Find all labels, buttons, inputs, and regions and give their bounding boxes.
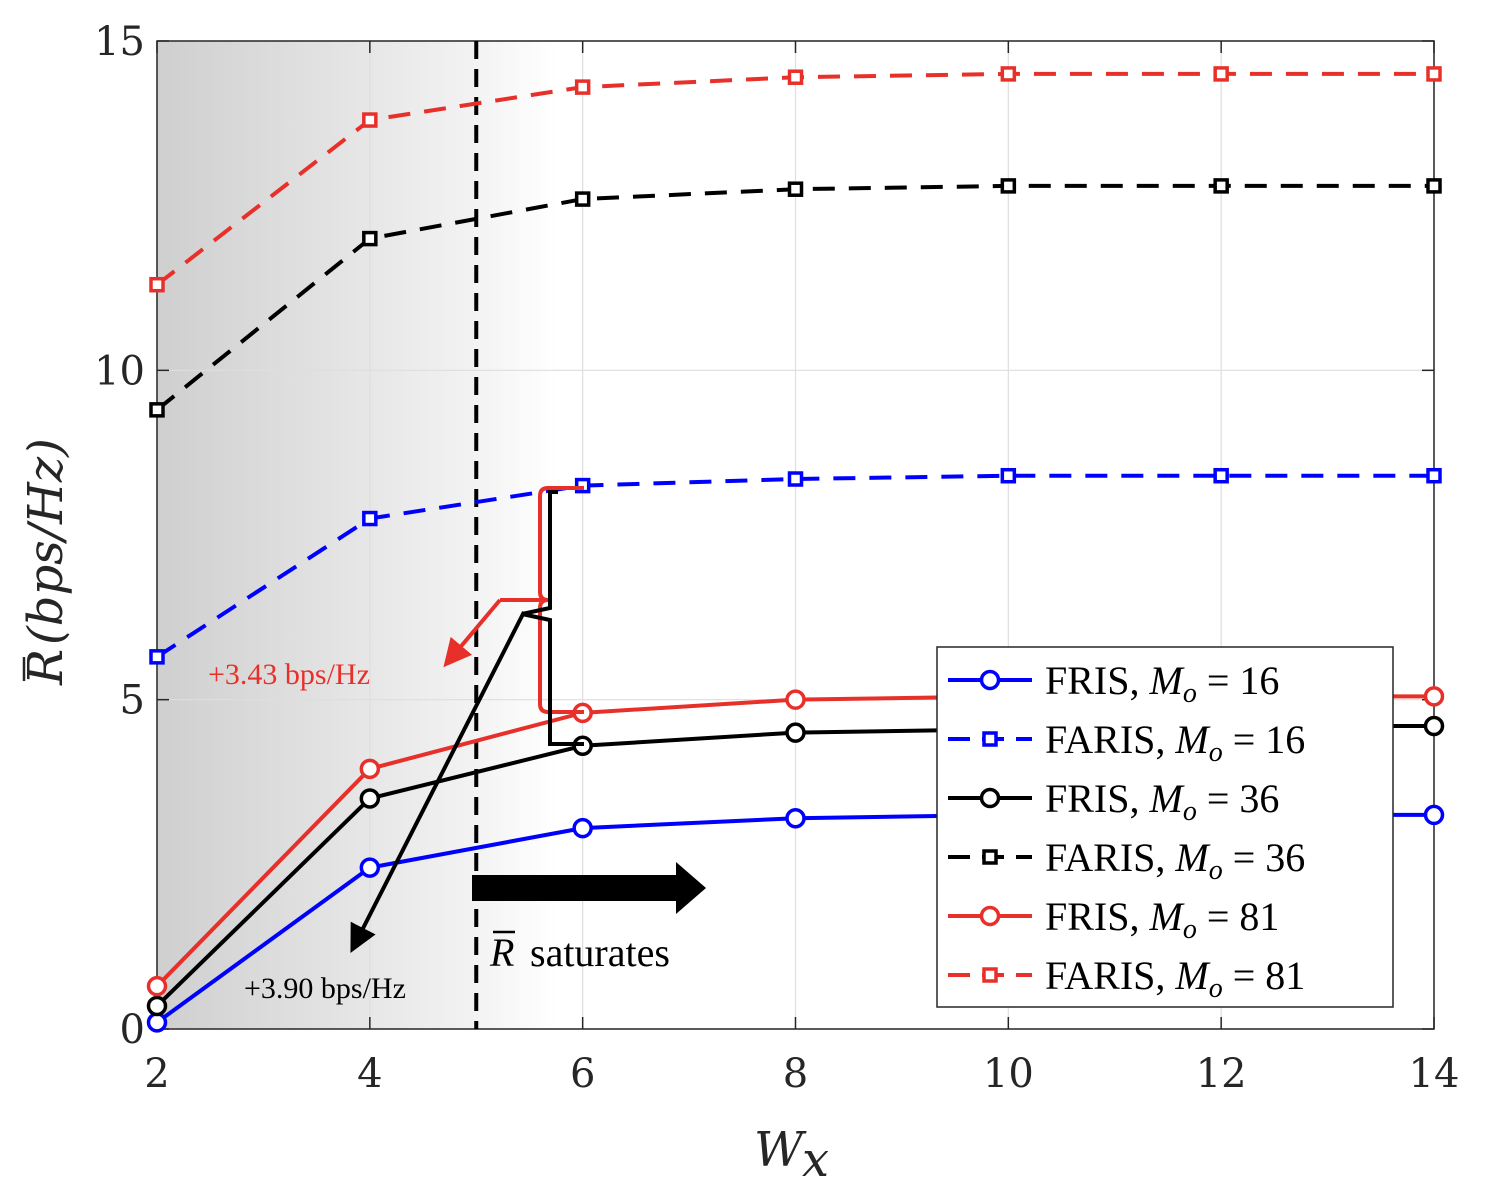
legend-label-5: FARIS, Mo = 81: [1045, 953, 1305, 1004]
legend-marker-2: [979, 787, 1001, 809]
point-1-1: [362, 510, 378, 527]
saturation-region-shade: [157, 41, 557, 1029]
x-axis-label: W x: [754, 1122, 829, 1188]
y-axis-label: R (bps/Hz): [18, 438, 74, 686]
point-4-0: [146, 975, 168, 997]
point-1-3: [787, 471, 804, 487]
legend-marker-4: [979, 905, 1001, 927]
point-2-6: [1423, 715, 1445, 737]
saturates-label: R saturates: [489, 930, 670, 975]
point-3-2: [574, 191, 591, 207]
point-5-0: [149, 276, 165, 293]
legend: FRIS, Mo = 16 FARIS, Mo = 16 FRIS, Mo = 36…: [936, 646, 1394, 1008]
point-3-6: [1426, 178, 1442, 194]
point-4-3: [785, 689, 806, 710]
series-3: [149, 178, 1442, 418]
point-1-0: [149, 649, 165, 665]
x-tick-label-1: 4: [357, 1051, 382, 1097]
point-4-1: [359, 758, 381, 780]
axis-ticks: 2 4 6 8 10 12 14 0 5 10 15: [94, 19, 1459, 1097]
x-tick-label-0: 2: [144, 1051, 169, 1097]
black-gain-arrow: [350, 611, 526, 953]
point-5-4: [1000, 66, 1017, 82]
point-3-3: [787, 181, 804, 197]
point-1-6: [1426, 467, 1442, 484]
y-tick-label-3: 15: [94, 19, 145, 65]
x-tick-label-2: 6: [570, 1051, 595, 1097]
point-5-1: [362, 112, 378, 128]
legend-marker-1: [982, 731, 998, 747]
legend-marker-0: [979, 669, 1001, 691]
legend-label-2: FRIS, Mo = 36: [1045, 776, 1279, 827]
y-tick-label-1: 5: [120, 678, 145, 724]
point-0-3: [785, 807, 806, 829]
point-5-3: [787, 69, 804, 85]
y-tick-label-2: 10: [94, 348, 145, 394]
point-3-5: [1213, 178, 1229, 194]
point-0-0: [146, 1012, 168, 1033]
point-1-5: [1213, 467, 1229, 484]
x-tick-label-5: 12: [1196, 1051, 1247, 1097]
point-2-3: [785, 722, 806, 743]
legend-item-5: FARIS, Mo = 81: [948, 953, 1305, 1004]
y-tick-label-0: 0: [120, 1007, 145, 1053]
point-1-4: [1000, 467, 1017, 484]
legend-marker-3: [982, 849, 998, 865]
point-3-0: [149, 402, 165, 418]
legend-label-4: FRIS, Mo = 81: [1045, 894, 1279, 945]
svg-text:(bps/Hz): (bps/Hz): [18, 438, 74, 645]
point-0-1: [359, 857, 381, 878]
legend-box: [936, 646, 1394, 1008]
legend-label-3: FARIS, Mo = 36: [1045, 835, 1305, 886]
point-4-6: [1423, 686, 1445, 707]
x-tick-label-6: 14: [1409, 1051, 1460, 1097]
red-gain-brace: [500, 486, 584, 714]
legend-item-4: FRIS, Mo = 81: [948, 894, 1279, 945]
red-gain-arrow: [443, 598, 502, 668]
point-5-2: [574, 79, 591, 95]
legend-item-2: FRIS, Mo = 36: [948, 776, 1279, 827]
x-tick-label-3: 8: [783, 1051, 808, 1097]
point-2-1: [359, 788, 381, 809]
black-gain-label: +3.90 bps/Hz: [244, 972, 406, 1005]
svg-text:R: R: [18, 649, 74, 686]
point-5-5: [1213, 66, 1229, 82]
series-5: [149, 66, 1442, 293]
point-0-2: [572, 817, 593, 839]
svg-text:W: W: [754, 1122, 807, 1178]
point-3-4: [1000, 178, 1017, 194]
legend-marker-5: [982, 967, 998, 983]
red-gain-label: +3.43 bps/Hz: [208, 658, 370, 691]
point-2-0: [146, 995, 168, 1017]
saturates-arrow: [472, 862, 706, 914]
svg-text:R: R: [489, 930, 514, 975]
legend-item-0: FRIS, Mo = 16: [948, 658, 1279, 709]
legend-item-1: FARIS, Mo = 16: [948, 717, 1305, 768]
svg-text:saturates: saturates: [530, 930, 670, 975]
point-3-1: [362, 230, 378, 247]
legend-label-1: FARIS, Mo = 16: [1045, 717, 1305, 768]
point-5-6: [1426, 66, 1442, 82]
svg-text:x: x: [802, 1132, 829, 1188]
point-0-6: [1423, 804, 1445, 826]
legend-item-3: FARIS, Mo = 36: [948, 835, 1305, 886]
legend-label-0: FRIS, Mo = 16: [1045, 658, 1279, 709]
x-tick-label-4: 10: [983, 1051, 1034, 1097]
